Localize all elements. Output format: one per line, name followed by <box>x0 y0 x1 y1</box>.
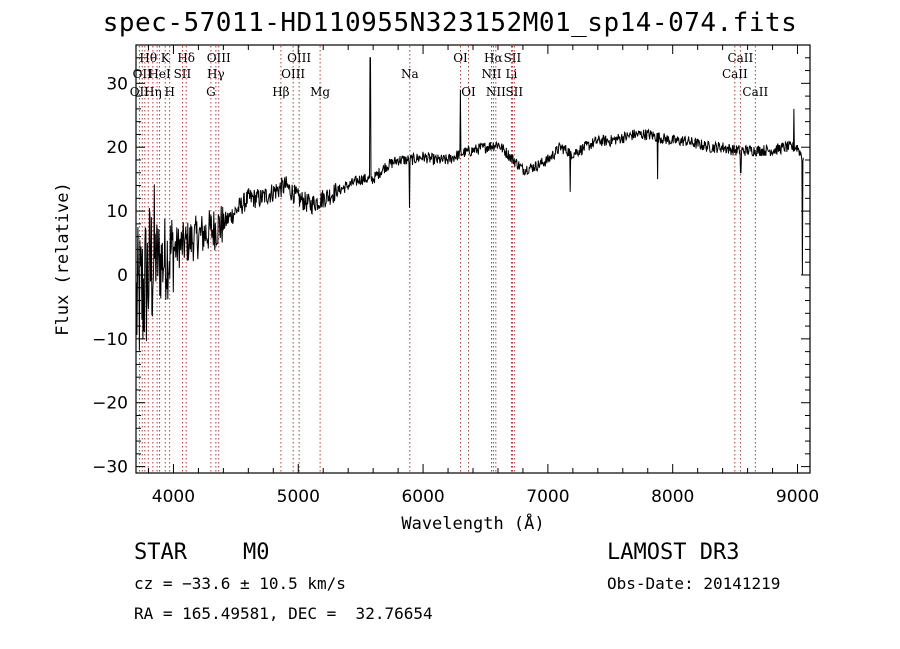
line-label-26: SII <box>505 85 523 99</box>
y-tick-label-1: −20 <box>92 394 128 414</box>
line-label-8: H <box>164 85 174 99</box>
survey-name: LAMOST DR3 <box>607 540 740 565</box>
x-tick-label-4: 8000 <box>651 487 694 507</box>
x-tick-label-2: 6000 <box>401 487 444 507</box>
line-label-24: Li <box>506 67 518 81</box>
chart-title: spec-57011-HD110955N323152M01_sp14-074.f… <box>102 8 798 38</box>
y-tick-label-3: 0 <box>117 266 128 286</box>
line-label-0: OII <box>130 85 150 99</box>
line-label-29: CaII <box>742 85 768 99</box>
line-label-20: OI <box>461 85 476 99</box>
spectrum-line <box>135 57 804 351</box>
spectral-subclass: M0 <box>243 540 270 565</box>
x-tick-label-1: 5000 <box>277 487 320 507</box>
obs-date: Obs-Date: 20141219 <box>607 574 781 593</box>
line-label-17: Mg <box>310 85 330 99</box>
x-axis-title: Wavelength (Å) <box>401 512 544 534</box>
line-label-15: OIII <box>281 67 305 81</box>
coordinates: RA = 165.49581, DEC = 32.76654 <box>134 604 433 623</box>
line-label-4: Hη <box>144 85 162 99</box>
plot-frame <box>135 44 811 474</box>
line-label-6: HeI <box>148 67 171 81</box>
line-label-28: CaII <box>727 51 753 65</box>
redshift-text: cz = −33.6 ± 10.5 km/s <box>134 574 346 593</box>
y-axis-title: Flux (relative) <box>53 182 73 336</box>
line-label-18: Na <box>401 67 419 81</box>
y-tick-label-6: 30 <box>106 74 128 94</box>
line-label-27: CaII <box>722 67 748 81</box>
y-tick-label-5: 20 <box>106 138 128 158</box>
line-label-3: Hθ <box>139 51 157 65</box>
line-label-9: SII <box>174 67 192 81</box>
x-tick-label-5: 9000 <box>776 487 819 507</box>
line-label-11: G <box>206 85 216 99</box>
x-tick-label-0: 4000 <box>152 487 195 507</box>
line-label-25: SII <box>504 51 522 65</box>
line-label-19: OI <box>453 51 468 65</box>
line-label-23: NII <box>486 85 506 99</box>
y-tick-label-0: −30 <box>92 458 128 478</box>
line-label-21: NII <box>481 67 501 81</box>
line-label-16: OIII <box>287 51 311 65</box>
object-class: STAR <box>134 540 187 565</box>
line-label-1: OII <box>133 67 153 81</box>
spectral-line-markers <box>138 46 756 472</box>
line-label-13: OIII <box>207 51 231 65</box>
line-label-22: Hα <box>484 51 503 65</box>
line-label-7: K <box>161 51 171 65</box>
line-labels: OIIOIIHθHηHeIKHSIIHδGHγOIIIHβOIIIOIIIMgN… <box>130 51 769 99</box>
axis-ticks: 4000 5000 6000 7000 8000 9000 −30 −20 −10 0 10 20 30 <box>92 45 819 507</box>
line-label-12: Hγ <box>207 67 225 81</box>
y-tick-label-4: 10 <box>106 202 128 222</box>
line-label-14: Hβ <box>272 85 289 99</box>
x-tick-label-3: 7000 <box>526 487 569 507</box>
spectrum-series <box>135 57 804 351</box>
y-tick-label-2: −10 <box>92 330 128 350</box>
line-label-10: Hδ <box>177 51 195 65</box>
